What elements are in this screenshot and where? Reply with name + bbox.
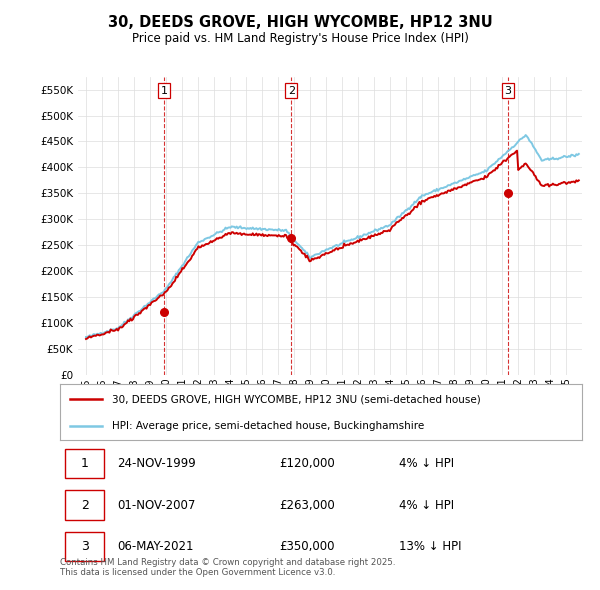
Text: 2: 2: [81, 499, 89, 512]
Text: £263,000: £263,000: [279, 499, 335, 512]
Text: 13% ↓ HPI: 13% ↓ HPI: [400, 540, 462, 553]
Text: 06-MAY-2021: 06-MAY-2021: [118, 540, 194, 553]
Text: 30, DEEDS GROVE, HIGH WYCOMBE, HP12 3NU (semi-detached house): 30, DEEDS GROVE, HIGH WYCOMBE, HP12 3NU …: [112, 394, 481, 404]
Text: 24-NOV-1999: 24-NOV-1999: [118, 457, 196, 470]
Text: Price paid vs. HM Land Registry's House Price Index (HPI): Price paid vs. HM Land Registry's House …: [131, 32, 469, 45]
Text: £350,000: £350,000: [279, 540, 335, 553]
Text: 30, DEEDS GROVE, HIGH WYCOMBE, HP12 3NU: 30, DEEDS GROVE, HIGH WYCOMBE, HP12 3NU: [107, 15, 493, 30]
FancyBboxPatch shape: [65, 449, 104, 478]
FancyBboxPatch shape: [65, 490, 104, 520]
Text: 1: 1: [161, 86, 168, 96]
Text: Contains HM Land Registry data © Crown copyright and database right 2025.
This d: Contains HM Land Registry data © Crown c…: [60, 558, 395, 577]
Text: HPI: Average price, semi-detached house, Buckinghamshire: HPI: Average price, semi-detached house,…: [112, 421, 424, 431]
Text: £120,000: £120,000: [279, 457, 335, 470]
Text: 1: 1: [81, 457, 89, 470]
FancyBboxPatch shape: [65, 532, 104, 561]
Text: 2: 2: [288, 86, 295, 96]
Text: 4% ↓ HPI: 4% ↓ HPI: [400, 499, 454, 512]
Text: 3: 3: [81, 540, 89, 553]
Text: 3: 3: [504, 86, 511, 96]
Text: 01-NOV-2007: 01-NOV-2007: [118, 499, 196, 512]
Text: 4% ↓ HPI: 4% ↓ HPI: [400, 457, 454, 470]
